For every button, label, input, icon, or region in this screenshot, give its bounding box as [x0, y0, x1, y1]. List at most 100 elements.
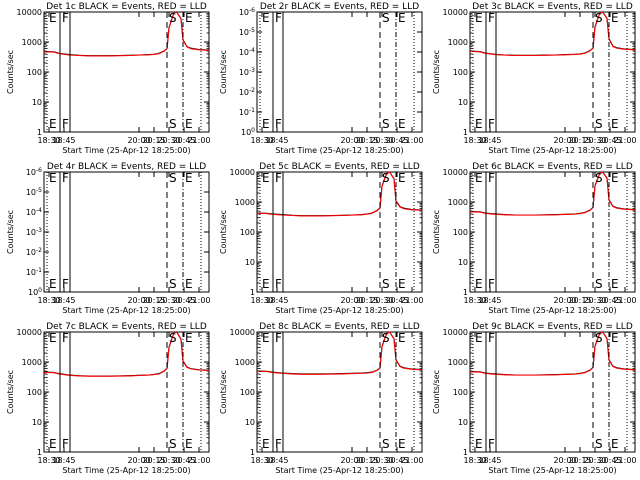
marker-label: E: [49, 117, 57, 131]
x-tick-label: 18:45: [265, 296, 288, 305]
x-tick-label: 18:30: [463, 296, 486, 305]
y-axis-label: Counts/sec: [6, 50, 15, 94]
y-tick-label: 1000: [22, 38, 42, 47]
marker-label: E: [185, 277, 193, 291]
y-axis-label: Counts/sec: [432, 370, 441, 414]
x-tick-label: 20:00: [127, 296, 150, 305]
y-tick-label: 1: [250, 448, 255, 457]
y-tick-label: 100: [240, 228, 255, 237]
marker-label: E: [475, 277, 483, 291]
marker-label: S: [382, 437, 390, 451]
x-tick-label: 20:45: [172, 296, 195, 305]
x-tick-label: 18:45: [478, 456, 501, 465]
x-tick-label: 20:45: [385, 296, 408, 305]
y-axis-label: Counts/sec: [432, 210, 441, 254]
marker-label: F: [62, 117, 69, 131]
x-tick-label: 20:15: [355, 136, 378, 145]
lld-series-line: [256, 331, 423, 375]
y-tick-label: 1000: [235, 358, 255, 367]
x-tick-label: 20:15: [142, 296, 165, 305]
y-tick-label: 10-3: [239, 67, 255, 77]
y-tick-label: 10: [245, 258, 255, 267]
marker-label: S: [382, 171, 390, 185]
x-tick-label: 20:00: [340, 296, 363, 305]
x-tick-label: 20:00: [553, 296, 576, 305]
plot-frame: [256, 171, 423, 293]
marker-label: F: [275, 117, 282, 131]
y-axis-label: Counts/sec: [219, 370, 228, 414]
plot-frame: [469, 11, 636, 133]
chart-panel: Det 4r BLACK = Events, RED = LLD 100 10-1 1…: [6, 162, 211, 315]
marker-label: E: [49, 277, 57, 291]
marker-label: F: [275, 277, 282, 291]
y-tick-label: 10-4: [26, 207, 42, 217]
y-tick-label: 10-3: [26, 227, 42, 237]
marker-label: S: [382, 117, 390, 131]
x-tick-label: 20:00: [340, 456, 363, 465]
marker-label: E: [398, 331, 406, 345]
marker-label: S: [595, 11, 603, 25]
chart-panel: Det 7c BLACK = Events, RED = LLD 1 10 100 10…: [6, 322, 211, 475]
x-tick-label: 18:30: [463, 136, 486, 145]
chart-panel: Det 3c BLACK = Events, RED = LLD 1 10 100 10…: [432, 2, 637, 155]
marker-label: E: [185, 437, 193, 451]
marker-label: F: [275, 331, 282, 345]
plot-frame: [469, 331, 636, 453]
x-tick-label: 20:30: [370, 456, 393, 465]
marker-label: F: [488, 277, 495, 291]
y-tick-label: 10: [458, 98, 468, 107]
marker-label: E: [611, 277, 619, 291]
marker-label: S: [169, 437, 177, 451]
marker-label: S: [595, 277, 603, 291]
marker-label: E: [49, 437, 57, 451]
marker-label: E: [398, 171, 406, 185]
marker-label: F: [62, 171, 69, 185]
x-tick-label: 21:00: [187, 456, 210, 465]
y-tick-label: 10000: [230, 168, 255, 177]
y-axis-label: Counts/sec: [6, 370, 15, 414]
y-tick-label: 1: [463, 128, 468, 137]
x-tick-label: 18:30: [37, 456, 60, 465]
x-tick-label: 20:30: [370, 136, 393, 145]
marker-label: E: [475, 331, 483, 345]
y-tick-label: 100: [27, 388, 42, 397]
y-tick-label: 10-1: [26, 267, 42, 277]
marker-label: F: [275, 171, 282, 185]
marker-label: E: [398, 11, 406, 25]
chart-panel: Det 2r BLACK = Events, RED = LLD 100 10-1 1…: [219, 2, 424, 155]
chart-title: Det 5c BLACK = Events, RED = LLD: [259, 162, 420, 172]
x-tick-label: 21:00: [400, 296, 423, 305]
chart-title: Det 6c BLACK = Events, RED = LLD: [472, 162, 633, 172]
x-tick-label: 18:45: [265, 136, 288, 145]
y-tick-label: 1000: [448, 198, 468, 207]
marker-label: E: [49, 331, 57, 345]
marker-label: S: [595, 437, 603, 451]
marker-label: E: [262, 171, 270, 185]
x-tick-label: 20:15: [568, 456, 591, 465]
y-tick-label: 1000: [448, 38, 468, 47]
chart-panel: Det 9c BLACK = Events, RED = LLD 1 10 100 10…: [432, 322, 637, 475]
x-tick-label: 20:15: [355, 296, 378, 305]
marker-label: F: [62, 437, 69, 451]
marker-label: F: [62, 11, 69, 25]
marker-label: E: [49, 171, 57, 185]
x-tick-label: 20:45: [172, 136, 195, 145]
x-axis-label: Start Time (25-Apr-12 18:25:00): [275, 466, 403, 475]
marker-label: S: [382, 331, 390, 345]
marker-label: F: [488, 331, 495, 345]
x-tick-label: 18:45: [478, 136, 501, 145]
x-tick-label: 20:45: [598, 136, 621, 145]
x-tick-label: 20:15: [568, 136, 591, 145]
x-axis-label: Start Time (25-Apr-12 18:25:00): [62, 146, 190, 155]
chart-panel: Det 6c BLACK = Events, RED = LLD 1 10 100 10…: [432, 162, 637, 315]
marker-label: E: [262, 117, 270, 131]
chart-title: Det 9c BLACK = Events, RED = LLD: [472, 322, 633, 332]
y-tick-label: 10-4: [239, 47, 255, 57]
y-tick-label: 1: [37, 128, 42, 137]
chart-title: Det 7c BLACK = Events, RED = LLD: [46, 322, 207, 332]
x-tick-label: 18:30: [250, 296, 273, 305]
x-tick-label: 20:45: [598, 456, 621, 465]
x-tick-label: 20:00: [340, 136, 363, 145]
chart-title: Det 4r BLACK = Events, RED = LLD: [47, 162, 206, 172]
marker-label: E: [185, 331, 193, 345]
